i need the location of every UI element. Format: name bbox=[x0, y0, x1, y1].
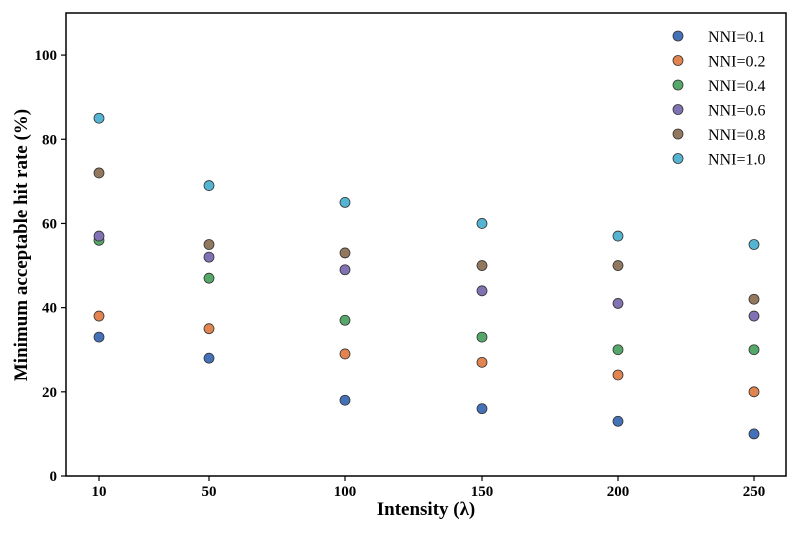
data-point-series-2 bbox=[93, 310, 105, 322]
data-point-series-3 bbox=[748, 344, 760, 356]
x-axis-title: Intensity (λ) bbox=[377, 499, 476, 520]
data-point-series-4 bbox=[339, 264, 351, 276]
data-point-series-6 bbox=[612, 230, 624, 242]
x-tick-label: 10 bbox=[92, 484, 107, 500]
legend-label: NNI=0.2 bbox=[708, 54, 765, 71]
y-tick-label: 80 bbox=[42, 132, 57, 148]
y-axis-title: Minimum acceptable hit rate (%) bbox=[11, 109, 32, 381]
data-point-series-5 bbox=[748, 293, 760, 305]
data-point-series-2 bbox=[476, 356, 488, 368]
y-tick-label: 100 bbox=[35, 48, 58, 64]
data-point-series-5 bbox=[476, 260, 488, 271]
legend-label: NNI=0.6 bbox=[708, 103, 765, 120]
data-point-series-2 bbox=[612, 369, 624, 381]
y-tick-label: 40 bbox=[42, 301, 57, 317]
data-point-series-5 bbox=[612, 260, 624, 271]
data-point-series-4 bbox=[612, 298, 624, 309]
legend-label: NNI=1.0 bbox=[708, 152, 765, 169]
data-point-series-4 bbox=[93, 230, 105, 242]
x-tick-label: 200 bbox=[607, 484, 630, 500]
y-tick-label: 0 bbox=[50, 469, 58, 485]
x-tick-label: 50 bbox=[202, 484, 217, 500]
data-point-series-4 bbox=[203, 251, 215, 263]
legend-marker bbox=[672, 30, 684, 42]
data-point-series-6 bbox=[476, 218, 488, 229]
y-tick-label: 60 bbox=[42, 216, 57, 232]
data-point-series-4 bbox=[748, 310, 760, 322]
legend-label: NNI=0.1 bbox=[708, 29, 765, 46]
x-tick-label: 250 bbox=[743, 484, 766, 500]
legend-label: NNI=0.4 bbox=[708, 78, 765, 95]
data-point-series-6 bbox=[93, 112, 105, 124]
legend-marker bbox=[672, 128, 684, 140]
data-point-series-1 bbox=[748, 428, 760, 440]
data-points bbox=[93, 112, 760, 440]
y-axis-ticks: 0 20 40 60 80 100 bbox=[35, 48, 66, 485]
legend: NNI=0.1 NNI=0.2 NNI=0.4 NNI=0.6 NNI=0.8 NNI=1… bbox=[672, 29, 765, 169]
plot-frame bbox=[65, 12, 787, 477]
data-point-series-6 bbox=[203, 180, 215, 191]
data-point-series-2 bbox=[339, 348, 351, 360]
data-point-series-3 bbox=[476, 331, 488, 343]
data-point-series-3 bbox=[203, 272, 215, 284]
data-point-series-3 bbox=[339, 314, 351, 326]
x-tick-label: 100 bbox=[334, 484, 357, 500]
legend-label: NNI=0.8 bbox=[708, 127, 765, 144]
data-point-series-6 bbox=[748, 239, 760, 250]
data-point-series-1 bbox=[93, 331, 105, 343]
data-point-series-4 bbox=[476, 285, 488, 297]
legend-marker bbox=[672, 55, 684, 66]
data-point-series-1 bbox=[612, 415, 624, 427]
x-axis-ticks: 10 50 100 150 200 250 bbox=[92, 476, 766, 500]
legend-marker bbox=[672, 79, 684, 91]
data-point-series-1 bbox=[476, 403, 488, 415]
data-point-series-2 bbox=[203, 323, 215, 335]
legend-marker bbox=[672, 153, 684, 164]
data-point-series-1 bbox=[339, 394, 351, 406]
y-tick-label: 20 bbox=[42, 385, 57, 401]
x-tick-label: 150 bbox=[471, 484, 494, 500]
data-point-series-5 bbox=[203, 239, 215, 250]
data-point-series-3 bbox=[612, 344, 624, 356]
data-point-series-6 bbox=[339, 197, 351, 208]
data-point-series-5 bbox=[339, 247, 351, 259]
data-point-series-1 bbox=[203, 352, 215, 364]
legend-marker bbox=[672, 104, 684, 115]
data-point-series-2 bbox=[748, 386, 760, 398]
data-point-series-5 bbox=[93, 167, 105, 179]
